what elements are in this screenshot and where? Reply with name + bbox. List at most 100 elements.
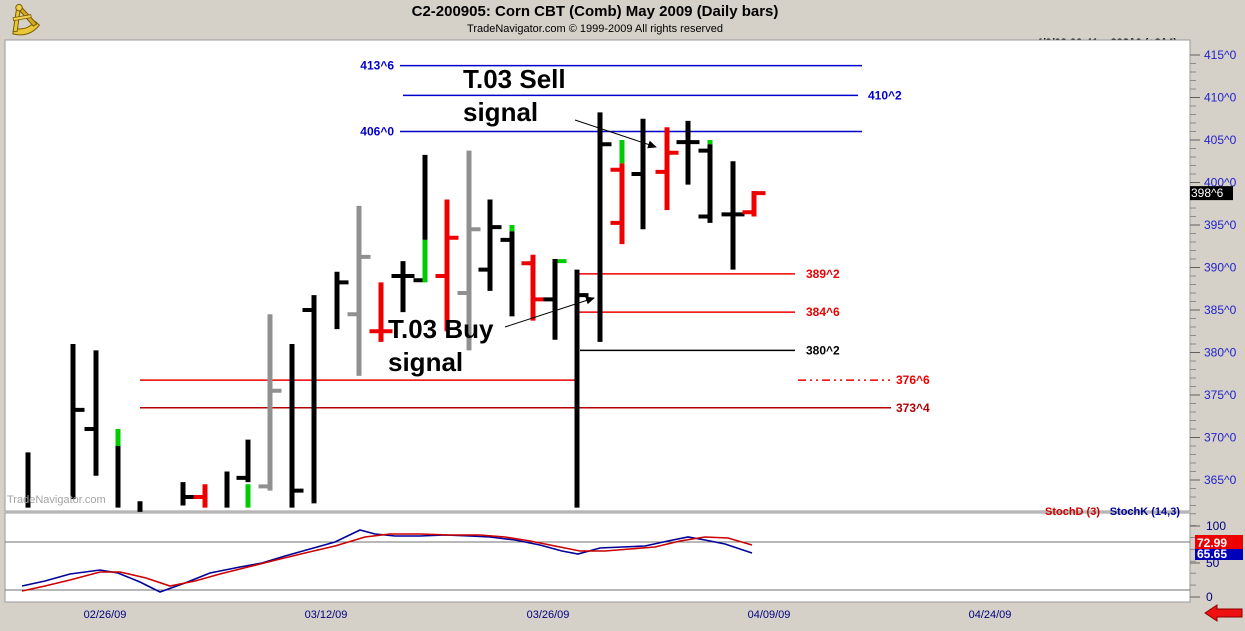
price-bar — [707, 140, 713, 145]
level-label: 373^4 — [896, 401, 930, 415]
price-axis-label: 385^0 — [1204, 303, 1237, 317]
price-bar-tick — [435, 274, 445, 278]
price-bar-tick — [742, 210, 752, 215]
last-price-value: 398^6 — [1191, 186, 1224, 200]
stoch-k-line — [21, 529, 753, 593]
level-label: 413^6 — [360, 59, 394, 73]
price-bar-tick — [302, 308, 312, 312]
date-axis-label: 04/24/09 — [969, 609, 1012, 621]
price-bar — [224, 471, 230, 508]
price-bar-tick — [492, 225, 502, 230]
price-bar-tick — [735, 212, 745, 217]
price-bar — [730, 161, 736, 270]
level-label: 376^6 — [896, 373, 930, 387]
price-axis-label: 400^0 — [1204, 176, 1237, 190]
stoch-d-value-box — [1195, 535, 1243, 549]
price-bar-tick — [478, 267, 488, 272]
scroll-left-button[interactable] — [1204, 603, 1244, 623]
stoch-d-value: 72.99 — [1197, 536, 1227, 550]
price-bar — [707, 144, 713, 223]
price-bar — [685, 120, 691, 185]
price-bar-tick — [543, 297, 553, 302]
buy-signal-arrow — [504, 296, 595, 328]
price-bar — [115, 429, 121, 446]
price-bar — [640, 118, 646, 230]
date-axis-label: 03/12/09 — [305, 609, 348, 621]
sextant-icon — [12, 3, 41, 36]
price-axis-label: 395^0 — [1204, 218, 1237, 232]
price-bar-tick — [557, 259, 567, 264]
price-bar-tick — [721, 212, 731, 217]
price-bar-tick — [669, 150, 679, 155]
price-bar — [267, 314, 273, 491]
stoch-panel[interactable] — [4, 512, 1191, 603]
chart-title: C2-200905: Corn CBT (Comb) May 2009 (Dai… — [411, 3, 779, 20]
price-axis-label: 365^0 — [1204, 473, 1237, 487]
price-bar-tick — [579, 293, 589, 298]
price-bar — [289, 344, 295, 508]
price-bar-tick — [405, 274, 415, 278]
date-axis-label: 04/09/09 — [748, 609, 791, 621]
level-label: 389^2 — [806, 267, 840, 281]
stoch-d-label: StochD (3) — [1045, 506, 1100, 518]
price-axis-label: 410^0 — [1204, 91, 1237, 105]
price-bar — [356, 205, 362, 376]
price-bar-tick — [347, 312, 357, 317]
sell-signal-text: T.03 Sell — [463, 64, 566, 94]
price-axis-label: 375^0 — [1204, 388, 1237, 402]
price-bar-tick — [521, 261, 531, 266]
sell-signal-arrow — [574, 119, 657, 149]
price-bar — [422, 239, 428, 283]
price-bar — [202, 484, 208, 508]
price-bar — [552, 259, 558, 340]
price-bar-tick — [236, 475, 246, 480]
price-bar-tick — [84, 427, 94, 431]
price-bar-tick — [258, 484, 268, 489]
price-bar-tick — [698, 148, 708, 153]
price-bar-tick — [457, 291, 467, 295]
date-axis-label: 03/26/09 — [527, 609, 570, 621]
price-bar — [93, 350, 99, 476]
left-arrow-icon — [1204, 604, 1243, 622]
price-bar — [180, 482, 186, 506]
price-bar-tick — [676, 140, 686, 145]
price-bar-tick — [75, 407, 85, 412]
price-bar-tick — [471, 227, 481, 232]
price-bar — [70, 344, 76, 500]
price-bar-tick — [369, 329, 379, 334]
price-bar — [619, 140, 625, 164]
price-bar-tick — [449, 235, 459, 240]
price-bar-tick — [339, 280, 349, 285]
price-bar — [422, 154, 428, 240]
price-bar — [619, 163, 625, 245]
price-bar-tick — [610, 220, 620, 225]
stoch-k-label: StochK (14,3) — [1109, 506, 1180, 518]
level-label: 384^6 — [806, 305, 840, 319]
price-bar — [751, 191, 757, 217]
price-bar — [400, 261, 406, 313]
price-axis-label: 380^0 — [1204, 346, 1237, 360]
stoch-k-value-box — [1195, 547, 1243, 560]
stoch-axis-label: 100 — [1206, 519, 1226, 533]
sell-signal-text: signal — [463, 97, 538, 127]
price-bar-tick — [655, 169, 665, 174]
price-bar — [530, 254, 536, 321]
price-axis-label: 405^0 — [1204, 133, 1237, 147]
price-bar-tick — [690, 140, 700, 145]
price-bar — [378, 282, 384, 342]
last-price-highlight — [1190, 186, 1233, 201]
price-axis-label: 390^0 — [1204, 261, 1237, 275]
price-bar — [115, 446, 121, 508]
price-bar — [444, 199, 450, 332]
watermark: TradeNavigator.com — [7, 494, 106, 506]
date-axis-label: 02/26/09 — [84, 609, 127, 621]
price-bar-tick — [193, 495, 203, 499]
stoch-k-value: 65.65 — [1197, 547, 1227, 561]
chart-subtitle: TradeNavigator.com © 1999-2009 All right… — [467, 23, 723, 35]
buy-signal-text: T.03 Buy — [388, 314, 494, 344]
price-bar-tick — [602, 142, 612, 147]
price-bar-tick — [185, 495, 195, 499]
price-axis-label: 415^0 — [1204, 48, 1237, 62]
